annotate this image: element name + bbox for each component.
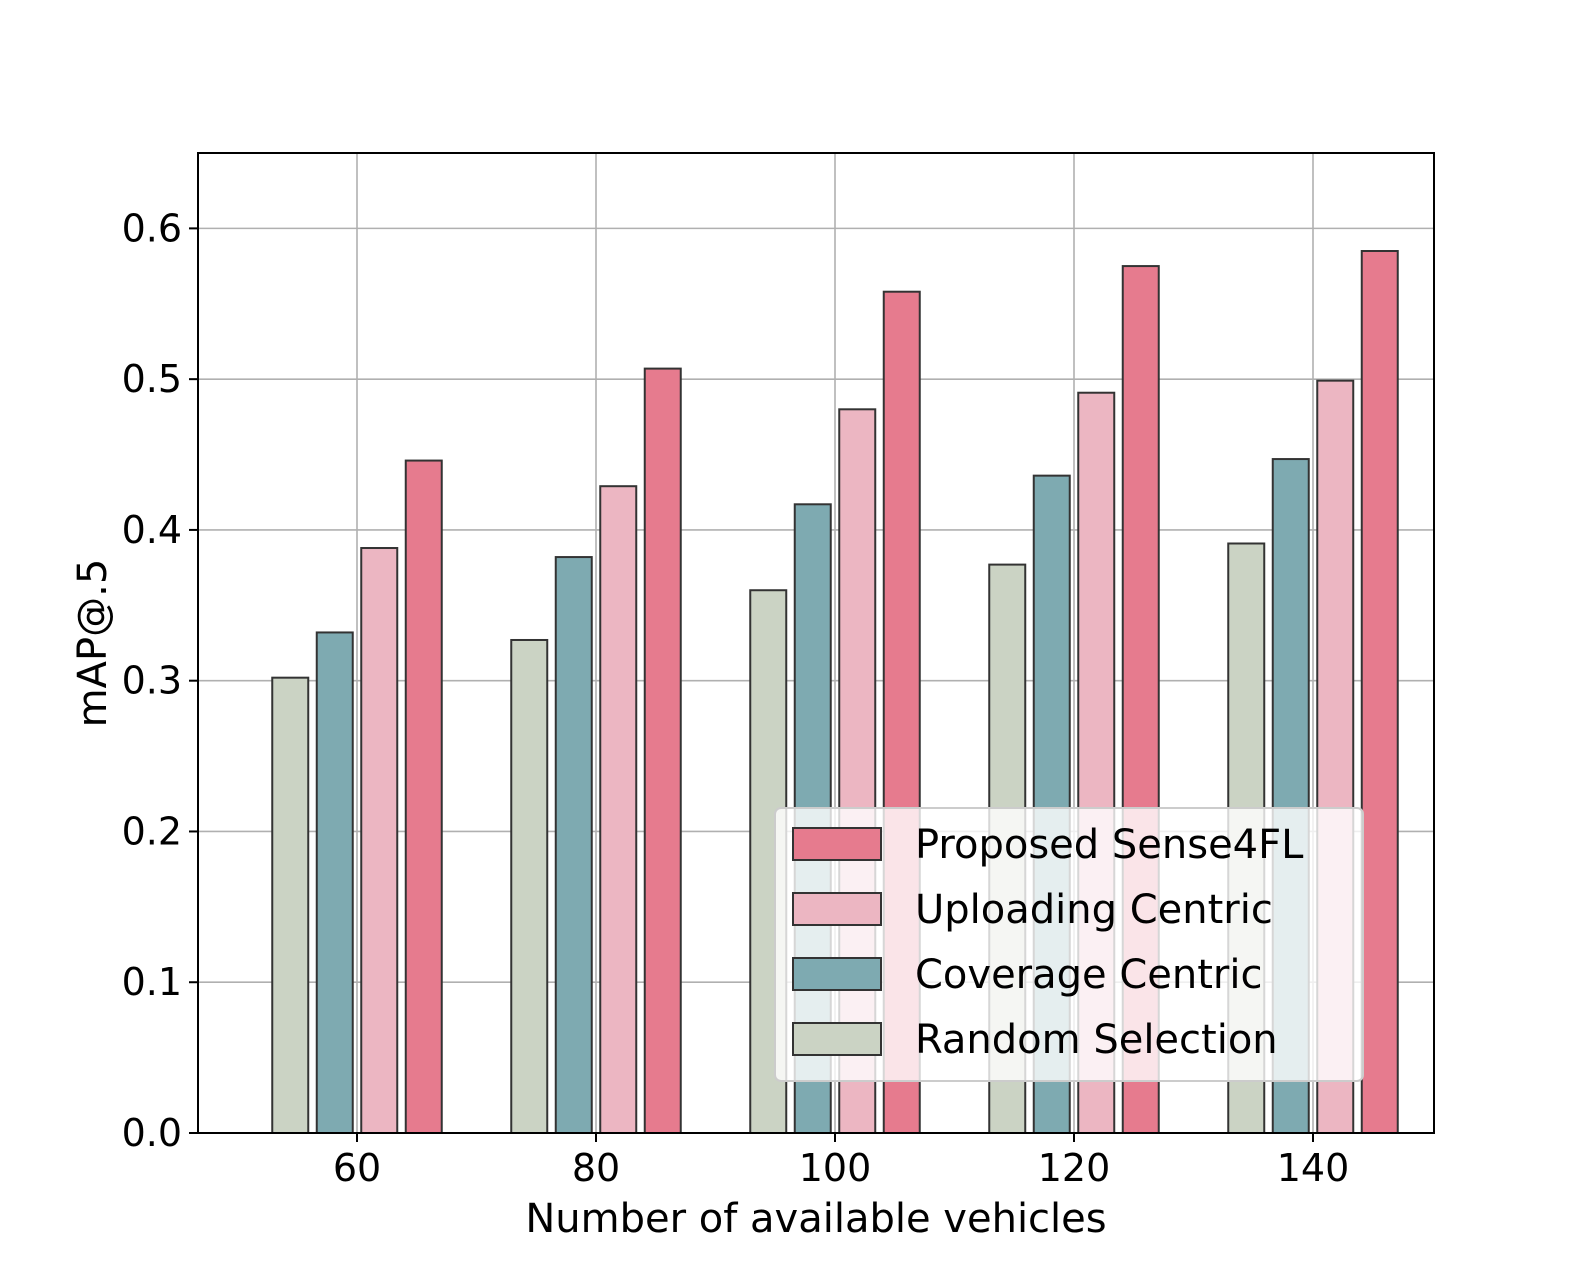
x-tick-label: 80 xyxy=(572,1146,620,1190)
x-tick-label: 60 xyxy=(333,1146,381,1190)
axis-ticks: 0.0 0.1 0.2 0.3 0.4 0.5 0.6 60 80 100 120 140 xyxy=(122,206,1350,1190)
legend-label: Random Selection xyxy=(915,1017,1278,1063)
y-tick-label: 0.0 xyxy=(122,1111,182,1155)
bar-coverage-centric-80 xyxy=(554,556,593,1134)
x-axis-title: Number of available vehicles xyxy=(525,1196,1106,1242)
legend-label: Proposed Sense4FL xyxy=(915,822,1304,868)
x-tick-label: 140 xyxy=(1277,1146,1350,1190)
bar-uploading-centric-80 xyxy=(599,485,638,1134)
bar-proposed-sense4fl-140 xyxy=(1360,250,1399,1134)
plot-frame xyxy=(197,152,1435,1134)
x-tick-label: 100 xyxy=(799,1146,872,1190)
legend-swatch xyxy=(792,827,882,861)
bar-proposed-sense4fl-60 xyxy=(404,459,443,1135)
legend-swatch xyxy=(792,957,882,991)
legend-swatch xyxy=(792,1022,882,1056)
legend-label: Uploading Centric xyxy=(915,887,1273,933)
y-tick-label: 0.5 xyxy=(122,357,182,401)
y-tick-label: 0.3 xyxy=(122,659,182,703)
legend-box xyxy=(774,807,1364,1082)
bar-random-selection-80 xyxy=(510,638,549,1134)
legend-swatch xyxy=(792,892,882,926)
bar-coverage-centric-60 xyxy=(315,631,354,1134)
bar-random-selection-60 xyxy=(271,676,310,1135)
y-tick-label: 0.2 xyxy=(122,809,182,853)
y-axis-title: mAP@.5 xyxy=(70,559,116,728)
legend-label: Coverage Centric xyxy=(915,952,1262,998)
bar-proposed-sense4fl-80 xyxy=(643,367,682,1135)
y-tick-label: 0.4 xyxy=(122,508,182,552)
bar-uploading-centric-60 xyxy=(360,547,399,1134)
legend: Proposed Sense4FL Uploading Centric Covera… xyxy=(774,807,1364,1082)
x-tick-label: 120 xyxy=(1038,1146,1111,1190)
y-tick-label: 0.1 xyxy=(122,960,182,1004)
y-tick-label: 0.6 xyxy=(122,206,182,250)
